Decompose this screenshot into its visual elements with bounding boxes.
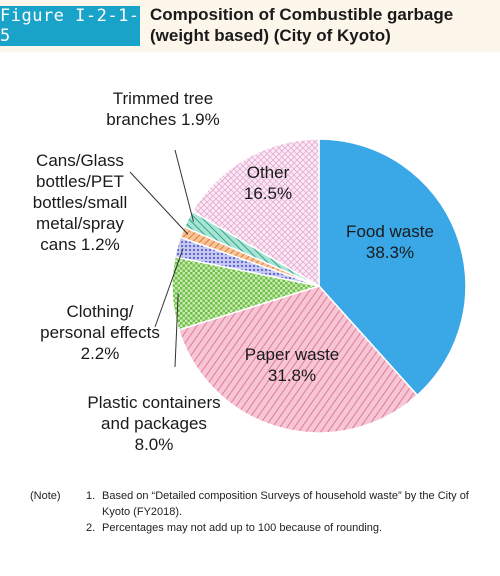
slice-label-plastic-line1: Plastic containers	[87, 393, 221, 412]
slice-label-clothing-line1: Clothing/	[66, 302, 134, 321]
slice-label-paper-waste-name: Paper waste	[244, 345, 340, 364]
slice-label-cans-value: cans 1.2%	[40, 235, 120, 254]
leader-line-4	[129, 171, 189, 235]
slice-label-cans-line3: bottles/small	[32, 193, 128, 212]
slice-label-cans-line2: bottles/PET	[36, 172, 124, 191]
slice-label-cans-line4: metal/spray	[36, 214, 124, 233]
pie-outline	[171, 138, 467, 434]
slice-label-clothing-value: 2.2%	[80, 344, 120, 363]
note-text-1: Based on “Detailed composition Surveys o…	[102, 490, 469, 518]
note-key-spacer	[30, 520, 86, 536]
leader-line-3	[154, 248, 184, 328]
slice-label-cans-line1: Cans/Glass	[36, 151, 124, 170]
figure-notes: (Note) 1. Based on “Detailed composition…	[30, 488, 490, 536]
figure-label: Figure I-2-1-5	[0, 6, 140, 46]
slice-label-trimmed-tree-line1: Trimmed tree	[112, 89, 214, 108]
leader-line-5	[174, 149, 194, 222]
note-row-1: (Note) 1. Based on “Detailed composition…	[30, 488, 490, 520]
slice-label-paper-waste: Paper waste 31.8%	[245, 344, 340, 386]
slice-label-other-name: Other	[246, 163, 290, 182]
slice-label-trimmed-tree-value: branches 1.9%	[106, 110, 220, 129]
slice-label-trimmed-tree: Trimmed tree branches 1.9%	[106, 88, 219, 130]
slice-label-food-waste: Food waste 38.3%	[346, 221, 434, 263]
note-number-2: 2.	[86, 522, 96, 534]
figure-title: Composition of Combustible garbage (weig…	[150, 4, 495, 46]
note-key: (Note)	[30, 490, 61, 502]
slice-label-plastic-line2: and packages	[101, 414, 207, 433]
slice-label-food-waste-name: Food waste	[346, 222, 434, 241]
figure-header: Figure I-2-1-5 Composition of Combustibl…	[0, 0, 500, 52]
pie-chart	[129, 138, 467, 434]
slice-label-other: Other 16.5%	[244, 162, 292, 204]
leader-line-2	[174, 293, 179, 368]
note-text-2: Percentages may not add up to 100 becaus…	[102, 522, 383, 534]
title-line-1: Composition of Combustible garbage	[150, 5, 454, 24]
slice-label-clothing: Clothing/ personal effects 2.2%	[40, 301, 160, 364]
slice-label-other-value: 16.5%	[243, 184, 293, 203]
slice-label-plastic-value: 8.0%	[134, 435, 174, 454]
slice-label-paper-waste-value: 31.8%	[267, 366, 317, 385]
note-number-1: 1.	[86, 490, 96, 502]
slice-label-cans: Cans/Glass bottles/PET bottles/small met…	[33, 150, 127, 255]
slice-label-clothing-line2: personal effects	[40, 323, 160, 342]
slice-label-food-waste-value: 38.3%	[365, 243, 415, 262]
title-line-2: (weight based) (City of Kyoto)	[150, 26, 391, 45]
slice-label-plastic: Plastic containers and packages 8.0%	[87, 392, 220, 455]
note-row-2: 2. Percentages may not add up to 100 bec…	[30, 520, 490, 536]
